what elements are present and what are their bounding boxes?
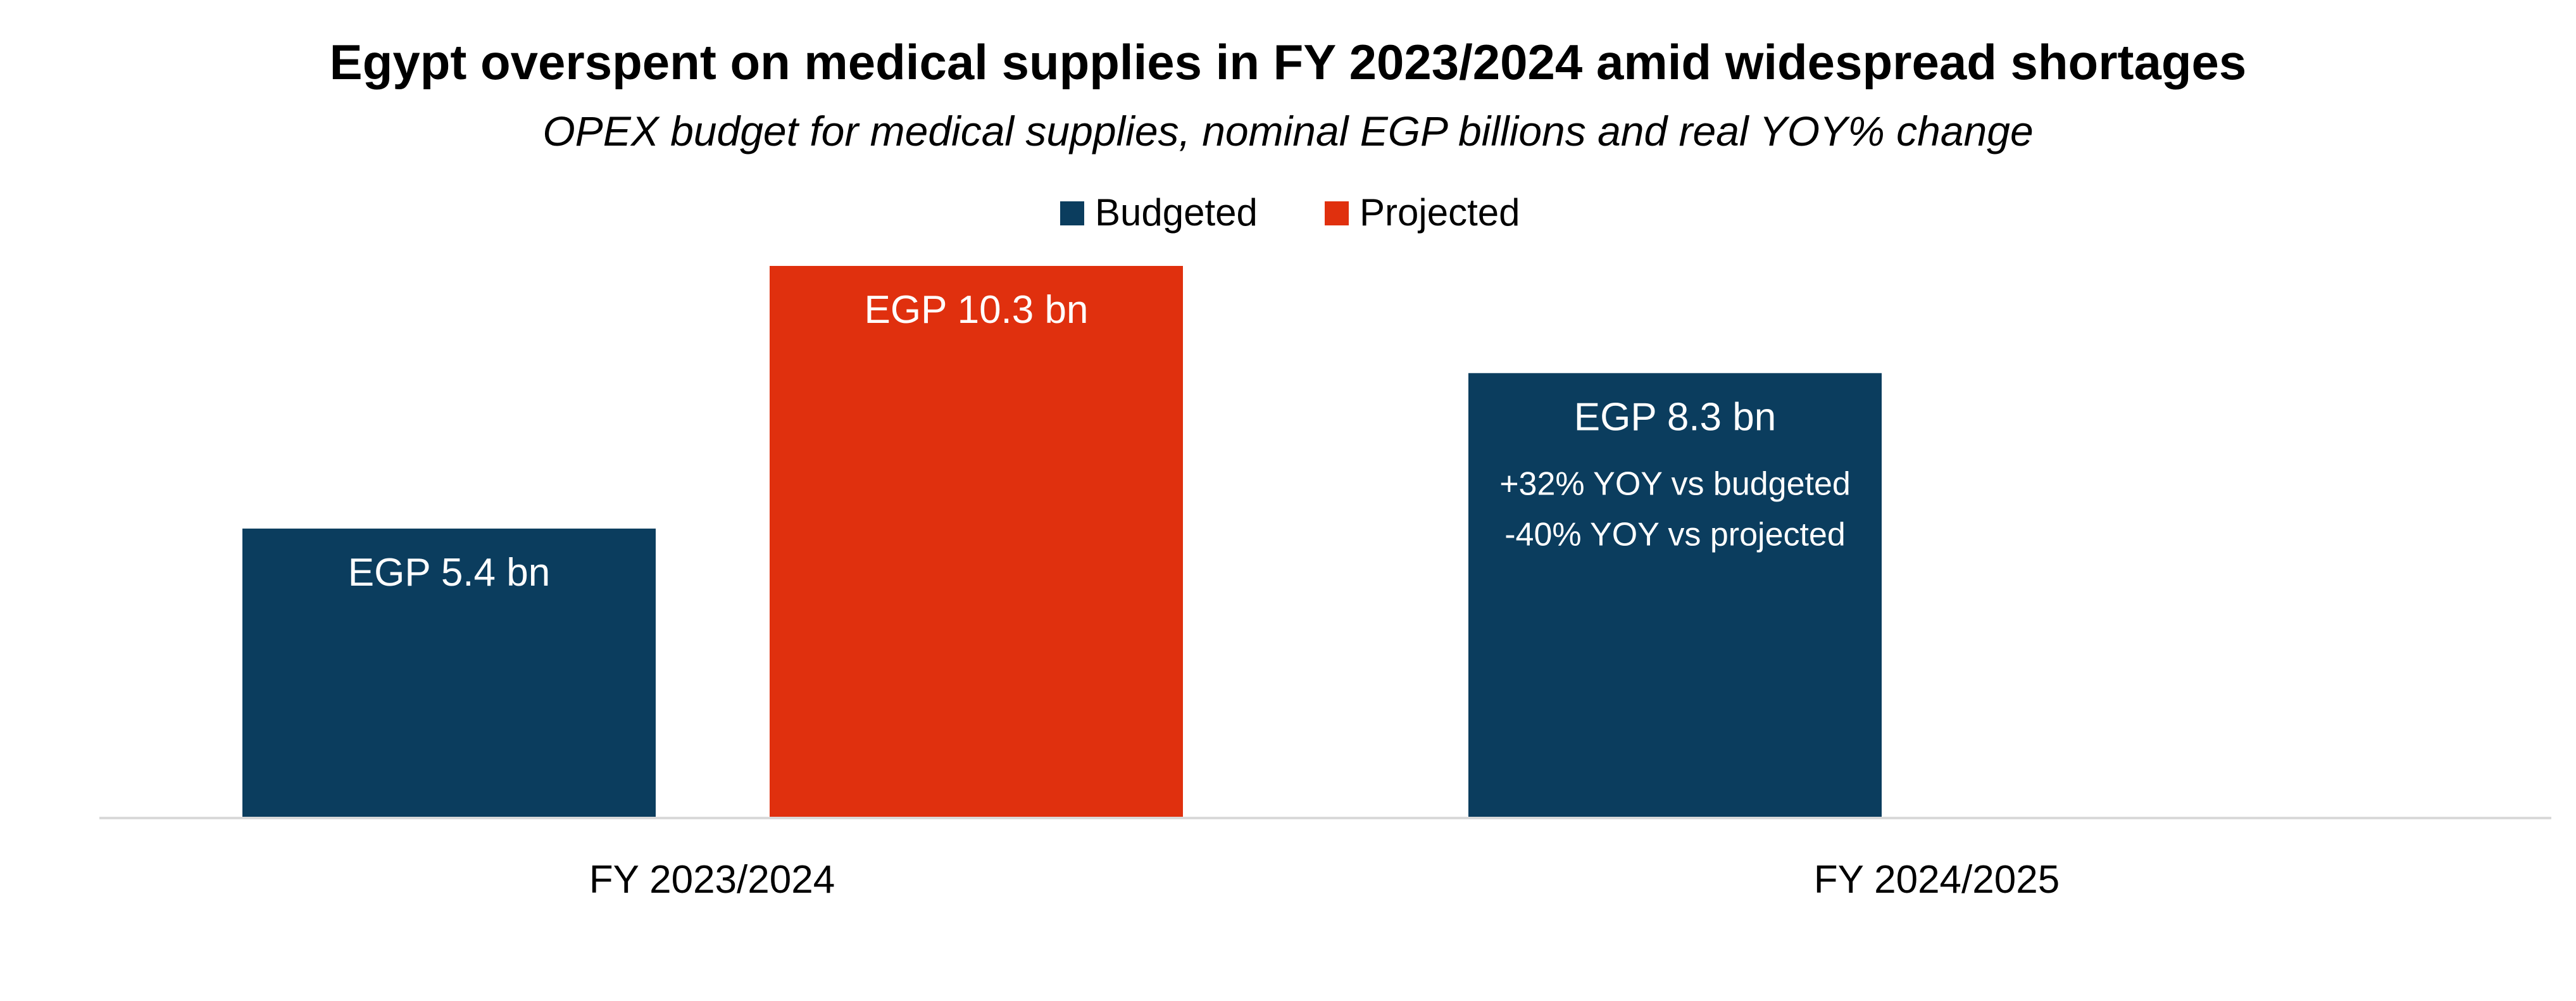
- chart-subtitle: OPEX budget for medical supplies, nomina…: [542, 108, 2033, 154]
- bar-budgeted: [242, 528, 656, 818]
- bar-budgeted: [1468, 373, 1882, 818]
- bar-projected: [770, 266, 1183, 818]
- x-tick-label: FY 2024/2025: [1814, 858, 2060, 902]
- bars: EGP 5.4 bn EGP 8.3 bn +32% YOY vs budgeted…: [242, 266, 1882, 818]
- legend: Budgeted Projected: [1060, 191, 1520, 234]
- data-label: EGP 10.3 bn: [865, 288, 1089, 332]
- legend-swatch-projected: [1325, 201, 1349, 225]
- legend-label-projected: Projected: [1360, 191, 1520, 234]
- legend-swatch-budgeted: [1060, 201, 1084, 225]
- data-label: EGP 8.3 bn: [1574, 395, 1776, 439]
- data-label-note: +32% YOY vs budgeted: [1499, 465, 1851, 502]
- data-label: EGP 5.4 bn: [348, 551, 550, 595]
- chart-title: Egypt overspent on medical supplies in F…: [330, 34, 2247, 90]
- x-tick-label: FY 2023/2024: [589, 858, 835, 902]
- legend-label-budgeted: Budgeted: [1095, 191, 1258, 234]
- data-label-note: -40% YOY vs projected: [1504, 516, 1846, 553]
